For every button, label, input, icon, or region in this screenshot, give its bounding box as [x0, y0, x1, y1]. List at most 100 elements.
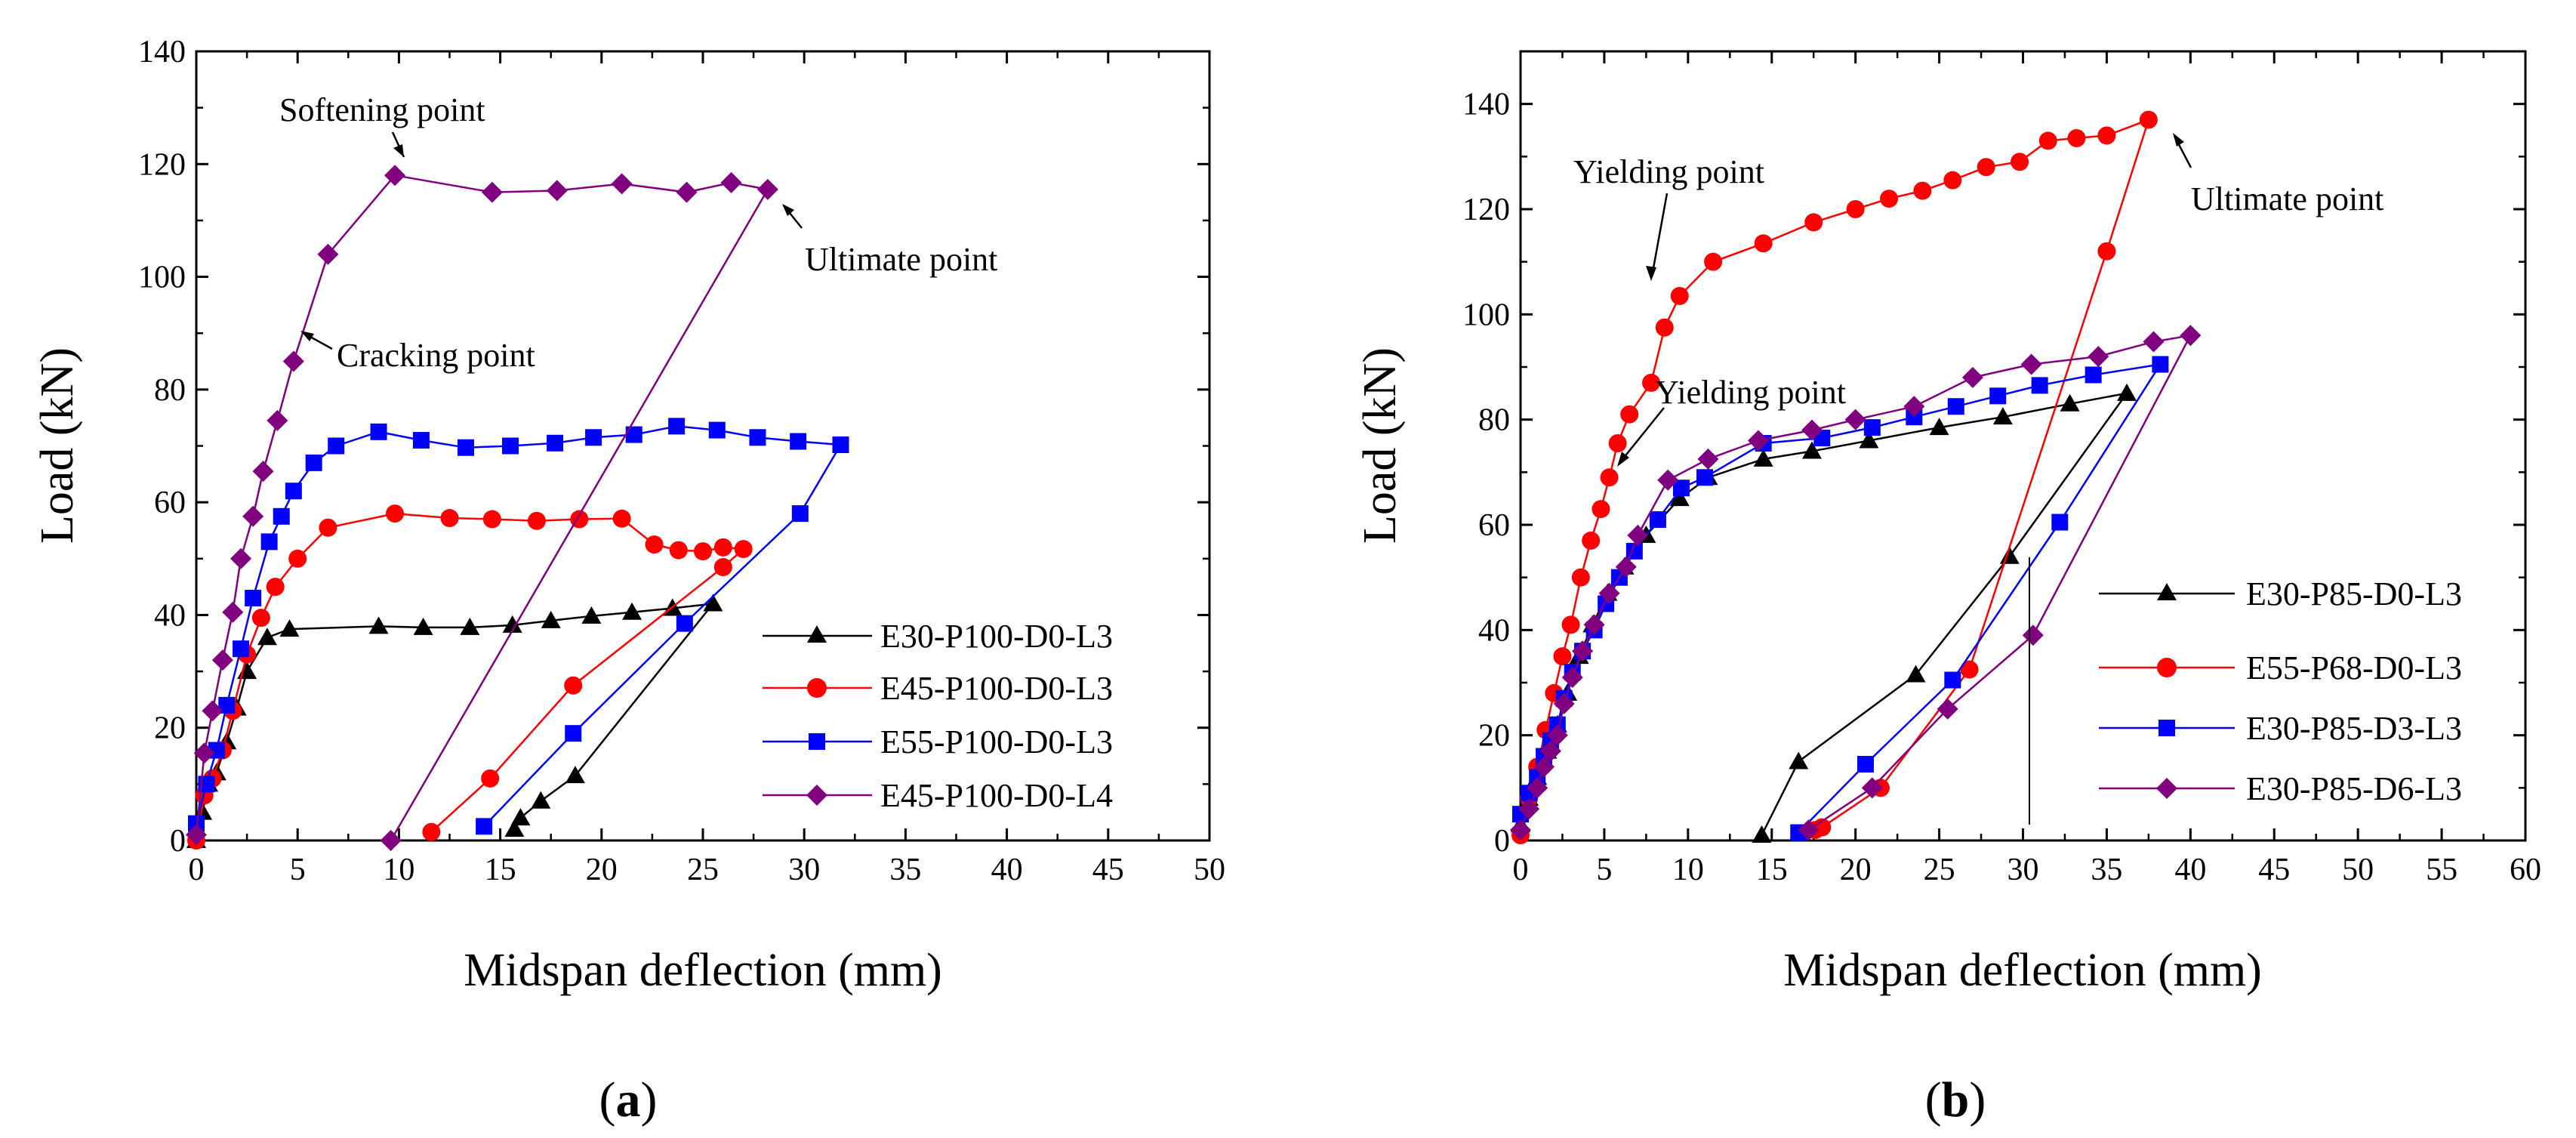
data-point-a-3 — [230, 547, 252, 569]
y-tick-label: 80 — [1478, 403, 1510, 438]
annotation-ultimate-point-a: Ultimate point — [782, 204, 997, 278]
data-point-b-3 — [1861, 777, 1883, 799]
legend-item-a-0: E30-P100-D0-L3 — [763, 618, 1113, 655]
data-point-b-3 — [1561, 667, 1583, 689]
data-point-a-3 — [211, 649, 233, 671]
data-point-b-1 — [1561, 615, 1580, 634]
annotation-ultimate-point-b-label: Ultimate point — [2191, 180, 2383, 217]
data-point-b-3 — [1533, 756, 1555, 778]
data-point-b-1 — [2097, 242, 2116, 261]
data-point-b-3 — [1748, 430, 1770, 452]
data-point-b-0 — [1801, 441, 1822, 459]
data-point-a-0 — [565, 766, 585, 784]
data-point-b-3 — [2088, 346, 2109, 368]
data-point-b-3 — [1801, 419, 1823, 441]
data-point-a-2 — [370, 423, 387, 440]
data-point-b-3 — [1615, 556, 1637, 578]
panel-label-a: (a) — [599, 1072, 658, 1127]
series-a-2 — [188, 418, 849, 835]
data-point-b-1 — [1960, 660, 1979, 679]
data-point-a-1 — [669, 541, 688, 560]
x-tick-label: 35 — [889, 853, 921, 887]
x-tick-label: 15 — [1756, 853, 1788, 887]
data-point-a-2 — [676, 615, 693, 632]
data-point-b-1 — [1913, 181, 1932, 200]
data-point-a-3 — [676, 181, 698, 203]
data-point-a-0 — [413, 617, 433, 635]
data-point-a-1 — [422, 822, 441, 841]
data-point-b-0 — [1859, 430, 1879, 449]
annotation-softening-point-label: Softening point — [279, 91, 485, 128]
data-point-a-3 — [186, 824, 207, 846]
legend-item-a-3: E45-P100-D0-L4 — [763, 777, 1113, 814]
y-tick-label: 140 — [138, 35, 186, 69]
x-tick-label: 40 — [2174, 853, 2206, 887]
x-tick-label: 50 — [2342, 853, 2374, 887]
data-point-a-0 — [541, 610, 561, 628]
data-point-a-0 — [622, 602, 642, 620]
x-tick-label: 15 — [485, 853, 516, 887]
data-point-a-2 — [457, 439, 474, 456]
legend-marker-b-2 — [2158, 720, 2175, 736]
data-point-a-1 — [481, 769, 500, 788]
y-tick-labels-a: 0 20 40 60 80 100 120 140 — [138, 35, 186, 859]
data-point-b-3 — [1627, 524, 1649, 546]
data-point-b-1 — [1704, 252, 1723, 271]
data-point-a-2 — [245, 590, 262, 607]
y-tick-label: 40 — [1478, 613, 1510, 648]
data-point-a-3 — [384, 165, 406, 187]
data-point-b-1 — [1655, 318, 1674, 337]
data-point-a-2 — [625, 426, 642, 443]
annotation-cracking-point-label: Cracking point — [337, 337, 535, 374]
legend-label-a-2: E55-P100-D0-L3 — [880, 723, 1113, 760]
series-a-3 — [186, 165, 778, 851]
y-tick-label: 60 — [1478, 508, 1510, 543]
data-point-a-3 — [546, 180, 568, 202]
data-point-a-2 — [502, 437, 519, 455]
data-point-b-2 — [1863, 419, 1881, 436]
data-point-b-1 — [1977, 158, 1995, 177]
data-point-b-0 — [1789, 751, 1809, 769]
x-tick-labels-b: 0 5 10 15 20 25 30 35 40 45 50 55 60 — [1513, 853, 2542, 887]
y-tick-label: 100 — [138, 261, 186, 295]
data-point-a-2 — [668, 418, 686, 435]
data-point-b-1 — [1846, 200, 1865, 218]
annotation-yielding-point-lower: Yielding point — [1617, 374, 1846, 467]
y-tick-label: 40 — [154, 598, 186, 633]
data-point-a-3 — [252, 461, 274, 483]
legend-item-b-1: E55-P68-D0-L3 — [2099, 649, 2462, 686]
data-point-b-3 — [2143, 331, 2165, 353]
annotation-yielding-point-upper-label: Yielding point — [1573, 153, 1764, 190]
annotation-cracking-point-arrowhead — [300, 331, 314, 341]
data-point-b-2 — [2051, 513, 2069, 531]
data-point-b-2 — [2152, 356, 2169, 373]
y-axis-title-b: Load (kN) — [1354, 347, 1406, 544]
data-point-a-2 — [328, 437, 345, 455]
y-tick-label: 20 — [1478, 719, 1510, 754]
x-tick-label: 30 — [2007, 853, 2039, 887]
data-point-b-0 — [1669, 489, 1690, 507]
data-point-b-3 — [1572, 640, 1594, 662]
data-point-a-2 — [188, 815, 205, 832]
data-point-b-2 — [1696, 469, 1714, 486]
data-point-a-0 — [257, 628, 277, 646]
data-point-b-1 — [2038, 131, 2057, 150]
data-point-b-1 — [2011, 153, 2029, 171]
data-point-b-1 — [1608, 434, 1627, 453]
data-point-b-0 — [1992, 407, 2013, 425]
data-point-a-3 — [202, 700, 223, 722]
x-tick-label: 40 — [991, 853, 1023, 887]
data-point-b-3 — [2020, 353, 2042, 375]
data-point-a-2 — [218, 696, 236, 714]
annotation-ultimate-point-b: Ultimate point — [2173, 133, 2383, 217]
y-tick-label: 140 — [1462, 88, 1510, 122]
legend-label-b-1: E55-P68-D0-L3 — [2246, 649, 2462, 686]
legend-label-b-3: E30-P85-D6-L3 — [2246, 770, 2462, 807]
legend-item-b-3: E30-P85-D6-L3 — [2099, 770, 2462, 807]
data-point-b-3 — [1598, 582, 1620, 604]
data-point-a-3 — [193, 742, 215, 764]
x-tick-label: 0 — [1513, 853, 1529, 887]
data-point-b-3 — [1539, 740, 1561, 762]
data-point-a-0 — [703, 594, 723, 612]
